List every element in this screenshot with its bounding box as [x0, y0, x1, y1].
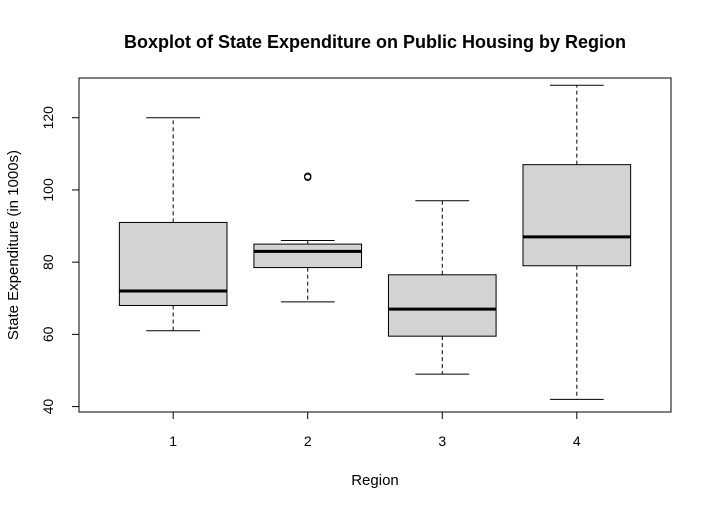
chart-title: Boxplot of State Expenditure on Public H… — [124, 32, 626, 52]
y-tick-label: 80 — [40, 254, 56, 270]
y-tick-label: 60 — [40, 326, 56, 342]
iqr-box — [253, 243, 363, 269]
x-tick-label: 3 — [438, 433, 446, 449]
box-region-3 — [387, 200, 497, 375]
box-region-4 — [522, 84, 632, 400]
y-tick-label: 40 — [40, 399, 56, 415]
outlier-point — [304, 172, 312, 180]
box-region-1 — [118, 117, 228, 332]
x-tick-label: 4 — [573, 433, 581, 449]
iqr-box — [387, 274, 497, 337]
x-tick-label: 1 — [169, 433, 177, 449]
chart-marks — [118, 84, 632, 400]
y-axis-label: State Expenditure (in 1000s) — [5, 150, 22, 340]
y-axis: 40 60 80 100 120 — [40, 106, 80, 415]
iqr-box — [118, 221, 228, 306]
box-region-2 — [253, 172, 363, 303]
y-tick-label: 100 — [40, 178, 56, 202]
y-tick-label: 120 — [40, 106, 56, 130]
x-tick-label: 2 — [304, 433, 312, 449]
x-axis-label: Region — [351, 472, 399, 489]
x-axis: 1 2 3 4 — [169, 412, 581, 449]
iqr-box — [522, 164, 632, 267]
